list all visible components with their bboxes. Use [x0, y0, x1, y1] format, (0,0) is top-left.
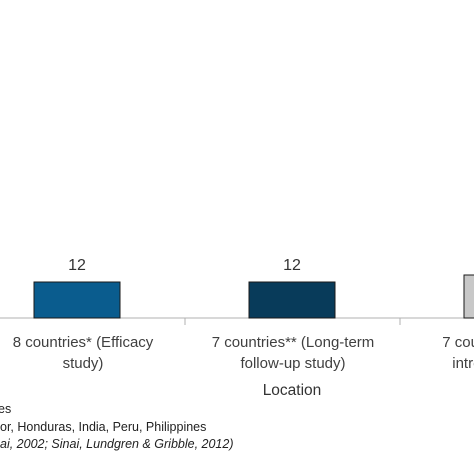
- category-label-2-line-2: follow-up study): [240, 355, 345, 372]
- bar-1: [33, 281, 121, 319]
- category-label-3-line-1: 7 countri: [442, 334, 474, 351]
- x-axis-title: Location: [263, 382, 322, 399]
- footnote-line-3: ai, 2002; Sinai, Lundgren & Gribble, 201…: [0, 437, 234, 451]
- category-label-3-line-2: introd: [452, 355, 474, 372]
- footnote-line-1: es: [0, 402, 12, 416]
- category-label-1-line-1: 8 countries* (Efficacy: [13, 334, 154, 351]
- bar-2: [248, 281, 336, 319]
- footnote-line-2: or, Honduras, India, Peru, Philippines: [0, 420, 207, 434]
- bar-3: [463, 274, 474, 319]
- value-label-1: 12: [68, 257, 86, 274]
- category-label-2-line-1: 7 countries** (Long-term: [212, 334, 375, 351]
- category-label-1-line-2: study): [63, 355, 104, 372]
- value-label-2: 12: [283, 257, 301, 274]
